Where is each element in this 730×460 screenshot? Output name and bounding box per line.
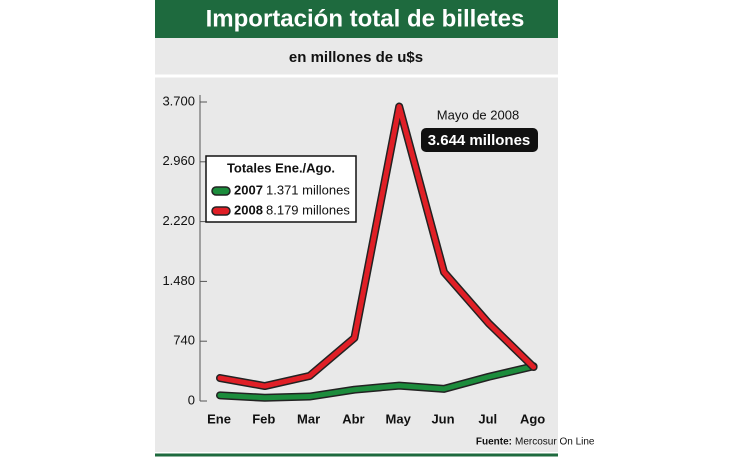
x-tick-label: Jun [431,411,454,426]
y-tick-label: 0 [188,392,195,407]
legend-box [205,155,357,223]
source-text: Mercosur On Line [515,437,595,448]
x-tick-label: Feb [252,411,275,426]
x-tick-label: Abr [342,411,364,426]
chart-subtitle: en millones de u$s [289,49,423,66]
annotation-title: Mayo de 2008 [437,107,519,122]
legend-total: 8.179 millones [266,202,350,217]
y-tick-label: 3.700 [162,93,195,108]
y-tick-label: 740 [173,333,195,348]
y-tick-label: 1.480 [162,273,195,288]
line [217,363,537,401]
panel [155,38,558,452]
y-tick-label: 2.220 [162,213,195,228]
annotation-box [421,128,538,152]
line [217,104,537,389]
y-tick-label: 2.960 [162,153,195,168]
legend-total: 1.371 millones [266,182,350,197]
legend-name: 2008 [234,202,263,217]
x-tick-label: May [386,411,412,426]
title-band [155,0,558,38]
legend-title: Totales Ene./Ago. [227,160,335,175]
x-tick-label: Ago [520,411,545,426]
chart-title: Importación total de billetes [206,5,525,32]
x-tick-label: Ene [207,411,231,426]
source-label: Fuente: [476,437,512,448]
legend-swatch [211,206,231,216]
x-tick-label: Mar [297,411,320,426]
x-tick-label: Jul [478,411,497,426]
legend-name: 2007 [234,182,263,197]
annotation-label: 3.644 millones [428,132,531,149]
legend-swatch [211,186,231,196]
